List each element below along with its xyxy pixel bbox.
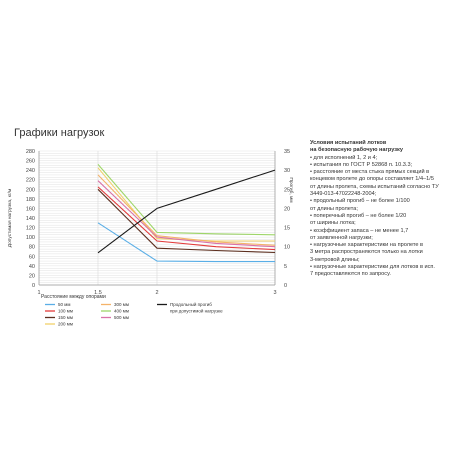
y-tick-label: 160 <box>26 206 35 212</box>
y2-tick-label: 25 <box>284 187 290 193</box>
notes-line: 7 предоставляются по запросу. <box>310 271 391 278</box>
y-tick-label: 140 <box>26 216 35 222</box>
y-tick-label: 100 <box>26 235 35 241</box>
test-conditions: Условия испытаний лотков на безопасную ра… <box>310 140 456 279</box>
y2-tick-label: 15 <box>284 226 290 232</box>
y2-tick-label: 10 <box>284 245 290 251</box>
notes-line: от длины пролета; <box>310 205 358 212</box>
legend-label-1: 100 мм <box>58 309 73 314</box>
chart-axes <box>38 151 276 286</box>
notes-line: 3449-013-47022248-2004; <box>310 191 377 198</box>
notes-line: от заявленной нагрузки; <box>310 234 373 241</box>
y-tick-label: 240 <box>26 168 35 174</box>
load-chart: 0204060801001201401601802002202402602800… <box>7 149 294 327</box>
notes-heading-line: на безопасную рабочую нагрузку <box>310 147 403 154</box>
series-line-2 <box>97 188 276 254</box>
series-line-1 <box>97 186 276 251</box>
y2-tick-label: 20 <box>284 206 290 212</box>
y-axis-label: Допустимая нагрузка, кг/м <box>7 189 13 247</box>
y-tick-label: 80 <box>29 245 35 251</box>
legend-label-3: 200 мм <box>58 322 73 327</box>
y2-tick-label: 5 <box>284 264 287 270</box>
y2-axis-label: Прогиб, мм <box>288 177 294 202</box>
series-line-4 <box>97 174 276 246</box>
y-tick-label: 260 <box>26 159 35 165</box>
chart-grid <box>38 150 276 286</box>
x-axis-label: Расстояние между опорами <box>41 294 106 300</box>
notes-line: 3 метра распространяются только на лотки <box>310 249 423 256</box>
y-tick-label: 60 <box>29 254 35 260</box>
chart-series <box>97 164 276 263</box>
notes-line: 3-метровой длины; <box>310 256 360 263</box>
series-line-5 <box>97 164 276 236</box>
legend-label-6: 500 мм <box>114 315 129 320</box>
series-line-0 <box>97 222 275 263</box>
notes-line: • нагрузочные характеристики на пролете … <box>310 242 424 249</box>
notes-line: • продольный прогиб – не более 1/100 <box>310 198 410 205</box>
y-tick-label: 120 <box>26 226 35 232</box>
legend-label-2: 150 мм <box>58 315 73 320</box>
test-conditions-list: • для исполнений 1, 2 и 4; • испытания по… <box>310 155 456 279</box>
x-tick-label: 3 <box>273 290 276 296</box>
test-conditions-heading: Условия испытаний лотков на безопасную ра… <box>310 140 456 155</box>
chart-tick-labels: 0204060801001201401601802002202402602800… <box>7 149 294 300</box>
notes-line: • для исполнений 1, 2 и 4; <box>310 154 378 161</box>
y-tick-label: 280 <box>26 149 35 155</box>
y-tick-label: 180 <box>26 197 35 203</box>
legend-label-4: 300 мм <box>114 302 129 307</box>
y-tick-label: 200 <box>26 187 35 193</box>
x-tick-label: 2 <box>155 290 158 296</box>
notes-line: • расстояние от места стыка прямых секци… <box>310 169 430 176</box>
legend-label-7-cont: при допустимой нагрузке <box>170 308 223 314</box>
y-tick-label: 0 <box>32 283 35 289</box>
legend-label-0: 50 мм <box>58 302 70 307</box>
x-tick-label: 1.5 <box>94 290 102 296</box>
y-tick-label: 220 <box>26 178 35 184</box>
notes-line: • нагрузочные характеристики для лотков … <box>310 264 435 271</box>
notes-line: • коэффициент запаса – не менее 1,7 <box>310 227 409 234</box>
legend-label-5: 400 мм <box>114 309 129 314</box>
notes-heading-line: Условия испытаний лотков <box>310 140 387 146</box>
notes-line: • поперечный прогиб – не более 1/20 <box>310 212 407 219</box>
legend-label-7: Продольный прогиб <box>170 301 212 307</box>
notes-line: концевом пролете до опоры составляет 1/4… <box>310 176 434 183</box>
y-tick-label: 20 <box>29 273 35 279</box>
series-line-7 <box>97 169 276 254</box>
x-tick-label: 1 <box>37 290 40 296</box>
notes-line: • испытания по ГОСТ Р 52868 п. 10.3.3; <box>310 161 413 168</box>
notes-line: от длины пролета, схемы испытаний соглас… <box>310 183 439 190</box>
series-line-6 <box>97 180 276 248</box>
y2-tick-label: 30 <box>284 168 290 174</box>
page-title: Графики нагрузок <box>14 127 105 139</box>
notes-line: от ширины лотка; <box>310 220 356 227</box>
y2-tick-label: 0 <box>284 283 287 289</box>
y-tick-label: 40 <box>29 264 35 270</box>
y2-tick-label: 35 <box>284 149 290 155</box>
